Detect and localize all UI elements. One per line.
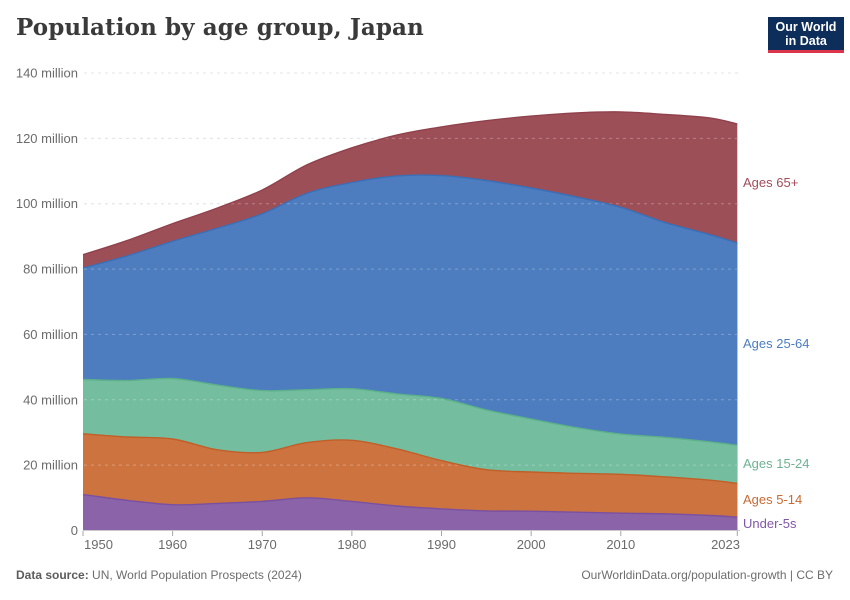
legend-label-ages-5-14[interactable]: Ages 5-14 [743, 492, 803, 507]
edge-ages-15-24 [82, 377, 738, 446]
x-tick-label-1950: 1950 [84, 537, 113, 552]
area-under-5s[interactable] [83, 494, 738, 531]
x-tick-label-1970: 1970 [248, 537, 277, 552]
x-tick-label-1990: 1990 [427, 537, 456, 552]
edge-ages-5-14 [82, 433, 738, 485]
y-tick-label-140: 140 million [16, 66, 78, 81]
footer-source-label: Data source: [16, 568, 89, 582]
x-tick-label-2023: 2023 [711, 537, 740, 552]
owid-logo-text-line2: in Data [785, 33, 827, 48]
owid-logo-text-line1: Our World [775, 19, 837, 34]
edge-ages-65plus [82, 111, 738, 256]
x-tick-label-1980: 1980 [337, 537, 366, 552]
edge-ages-25-64 [82, 174, 738, 269]
chart-title: Population by age group, Japan [16, 14, 424, 41]
y-tick-label-100: 100 million [16, 196, 78, 211]
x-tick-label-1960: 1960 [158, 537, 187, 552]
x-tick-label-2010: 2010 [606, 537, 635, 552]
footer-source: Data source: UN, World Population Prospe… [16, 568, 302, 582]
footer-source-text: UN, World Population Prospects (2024) [88, 568, 302, 582]
y-tick-label-80: 80 million [23, 262, 78, 277]
chart-footer: Data source: UN, World Population Prospe… [16, 568, 833, 582]
legend-label-ages-15-24[interactable]: Ages 15-24 [743, 456, 810, 471]
y-tick-label-20: 20 million [23, 458, 78, 473]
owid-logo[interactable]: Our World in Data [768, 17, 844, 53]
legend-label-ages-25-64[interactable]: Ages 25-64 [743, 336, 810, 351]
edge-under-5s [82, 493, 738, 518]
legend-label-under-5s[interactable]: Under-5s [743, 516, 797, 531]
stacked-area-chart: 1950 1960 1970 1980 1990 2000 2010 2023 0 20 mill… [16, 66, 740, 552]
y-tick-label-60: 60 million [23, 327, 78, 342]
y-tick-label-40: 40 million [23, 392, 78, 407]
y-tick-label-0: 0 [71, 523, 78, 538]
x-tick-label-2000: 2000 [517, 537, 546, 552]
legend-label-ages-65plus[interactable]: Ages 65+ [743, 175, 799, 190]
y-tick-label-120: 120 million [16, 131, 78, 146]
footer-citation-link[interactable]: OurWorldinData.org/population-growth | C… [581, 568, 833, 582]
